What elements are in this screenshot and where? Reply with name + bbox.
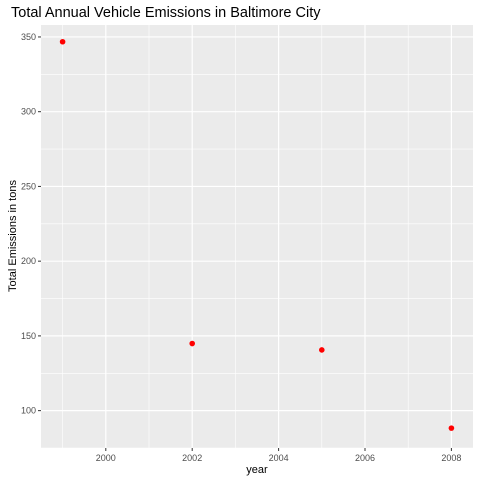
data-point	[319, 347, 325, 353]
data-point	[189, 340, 195, 347]
x-tick-label: 2008	[441, 453, 461, 463]
x-tick-label: 2000	[96, 453, 116, 463]
data-point	[448, 425, 455, 431]
x-tick-label: 2004	[269, 453, 289, 463]
x-axis-ticks: 2000 2002 2004 2006 2008	[96, 448, 461, 463]
y-axis-title: Total Emissions in tons	[7, 180, 19, 292]
x-tick-label: 2002	[182, 453, 202, 463]
chart-title: Total Annual Vehicle Emissions in Baltim…	[11, 5, 321, 21]
y-tick-label: 200	[21, 256, 36, 266]
y-tick-label: 100	[21, 406, 36, 416]
data-points	[59, 38, 455, 431]
y-tick-label: 300	[21, 107, 36, 117]
grid-lines	[41, 25, 473, 449]
x-axis-title: year	[246, 464, 268, 476]
y-tick-label: 250	[21, 181, 36, 191]
x-tick-label: 2006	[355, 453, 375, 463]
data-point	[59, 38, 66, 45]
y-axis-ticks: 100 150 200 250 300 350	[21, 32, 41, 416]
plot-panel	[41, 25, 473, 448]
y-tick-label: 150	[21, 331, 36, 341]
y-tick-label: 350	[21, 32, 36, 42]
